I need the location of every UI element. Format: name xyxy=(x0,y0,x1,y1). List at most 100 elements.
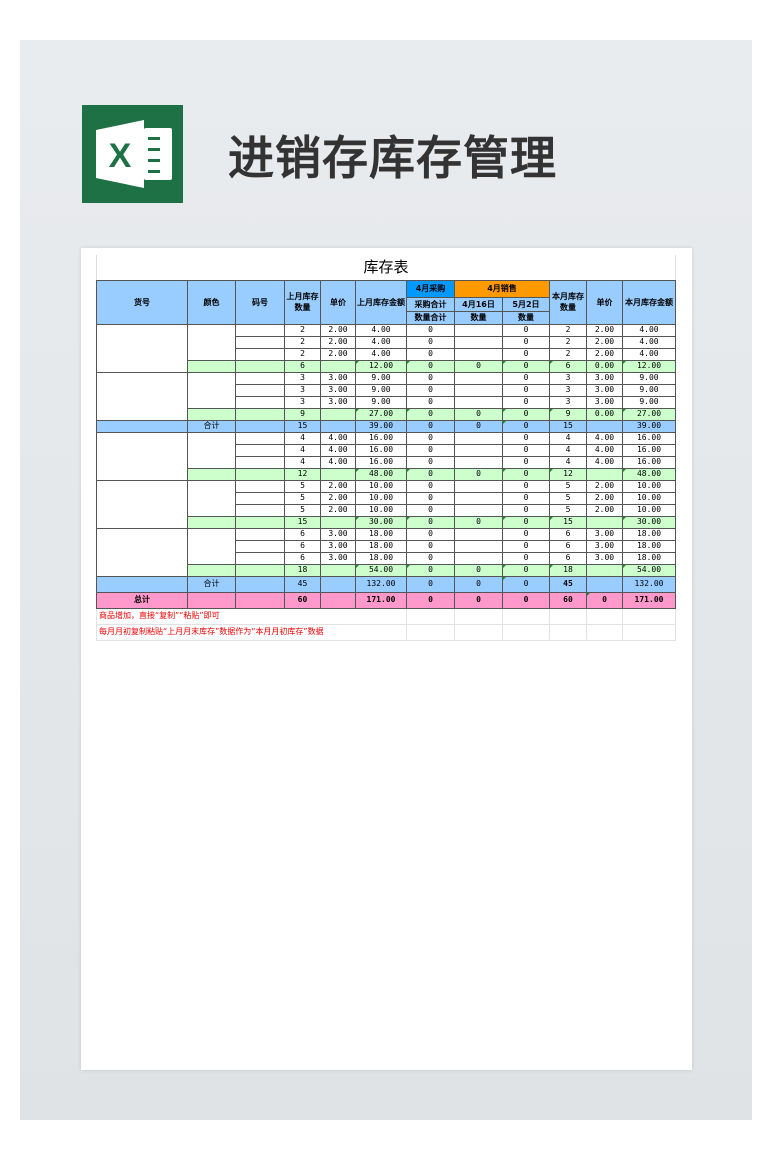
cell[interactable] xyxy=(586,623,623,641)
cell[interactable]: 0 xyxy=(454,407,503,421)
cell[interactable]: 9.00 xyxy=(622,371,676,385)
cell[interactable]: 16.00 xyxy=(622,455,676,469)
cell[interactable]: 27.00 xyxy=(355,407,407,421)
cell[interactable]: 2.00 xyxy=(586,503,623,517)
cell[interactable] xyxy=(454,607,503,625)
cell[interactable]: 0 xyxy=(502,431,550,445)
cell[interactable] xyxy=(320,563,356,577)
cell[interactable]: 0 xyxy=(502,419,550,433)
cell[interactable]: 0 xyxy=(454,359,503,373)
header-price[interactable]: 单价 xyxy=(320,279,356,325)
cell[interactable]: 0.00 xyxy=(586,359,623,373)
cell[interactable]: 4.00 xyxy=(355,347,407,361)
cell[interactable] xyxy=(454,527,503,541)
cell[interactable]: 4.00 xyxy=(586,443,623,457)
cell[interactable]: 6 xyxy=(549,551,587,565)
cell[interactable]: 0 xyxy=(406,455,455,469)
cell[interactable]: 2.00 xyxy=(586,323,623,337)
cell[interactable]: 60 xyxy=(284,591,321,609)
cell[interactable]: 16.00 xyxy=(355,443,407,457)
cell[interactable]: 3 xyxy=(284,395,321,409)
cell[interactable]: 4.00 xyxy=(320,443,356,457)
cell[interactable]: 0 xyxy=(502,539,550,553)
item-cell[interactable] xyxy=(96,371,188,421)
color-cell[interactable] xyxy=(187,359,236,373)
cell[interactable] xyxy=(622,623,676,641)
cell[interactable]: 18.00 xyxy=(355,551,407,565)
cell[interactable] xyxy=(454,443,503,457)
code-cell[interactable] xyxy=(235,467,285,481)
cell[interactable] xyxy=(622,607,676,625)
note-text[interactable]: 每月月初复制粘贴“上月月末库存”数据作为“本月月初库存”数据 xyxy=(96,623,407,641)
cell[interactable]: 0 xyxy=(406,443,455,457)
cell[interactable]: 0 xyxy=(502,383,550,397)
cell[interactable]: 30.00 xyxy=(622,515,676,529)
cell[interactable]: 60 xyxy=(549,591,587,609)
color-cell[interactable] xyxy=(187,371,236,409)
code-cell[interactable] xyxy=(235,563,285,577)
cell[interactable]: 9 xyxy=(284,407,321,421)
cell[interactable] xyxy=(320,575,356,593)
cell[interactable]: 0 xyxy=(454,575,503,593)
cell[interactable]: 5 xyxy=(549,503,587,517)
cell[interactable]: 0 xyxy=(406,539,455,553)
color-cell[interactable] xyxy=(187,407,236,421)
cell[interactable]: 0 xyxy=(454,591,503,609)
cell[interactable]: 0 xyxy=(502,467,550,481)
cell[interactable] xyxy=(454,623,503,641)
cell[interactable]: 0 xyxy=(586,591,623,609)
cell[interactable] xyxy=(454,347,503,361)
color-cell[interactable] xyxy=(187,323,236,361)
cell[interactable]: 6 xyxy=(284,359,321,373)
cell[interactable]: 10.00 xyxy=(355,491,407,505)
cell[interactable]: 0 xyxy=(406,527,455,541)
cell[interactable]: 0 xyxy=(502,443,550,457)
cell[interactable]: 0 xyxy=(406,347,455,361)
cell[interactable] xyxy=(549,623,587,641)
cell[interactable]: 3.00 xyxy=(586,395,623,409)
cell[interactable]: 2.00 xyxy=(586,335,623,349)
cell[interactable]: 12.00 xyxy=(355,359,407,373)
cell[interactable] xyxy=(586,419,623,433)
color-cell[interactable] xyxy=(187,431,236,469)
header-purchase-group[interactable]: 4月采购 xyxy=(406,279,455,298)
cell[interactable]: 10.00 xyxy=(622,479,676,493)
code-cell[interactable] xyxy=(235,395,285,409)
cell[interactable] xyxy=(586,575,623,593)
cell[interactable]: 4.00 xyxy=(622,335,676,349)
cell[interactable]: 16.00 xyxy=(355,431,407,445)
cell[interactable] xyxy=(586,467,623,481)
total-label[interactable]: 合计 xyxy=(187,419,236,433)
cell[interactable]: 6 xyxy=(549,539,587,553)
header-sales-group[interactable]: 4月销售 xyxy=(454,279,550,298)
cell[interactable]: 2.00 xyxy=(320,491,356,505)
cell[interactable]: 54.00 xyxy=(355,563,407,577)
cell[interactable]: 0 xyxy=(406,515,455,529)
cell[interactable] xyxy=(586,607,623,625)
cell[interactable]: 0 xyxy=(406,383,455,397)
code-cell[interactable] xyxy=(235,419,285,433)
cell[interactable]: 48.00 xyxy=(622,467,676,481)
cell[interactable]: 0.00 xyxy=(586,407,623,421)
cell[interactable]: 0 xyxy=(406,335,455,349)
header-color[interactable]: 颜色 xyxy=(187,279,236,325)
cell[interactable]: 3.00 xyxy=(320,551,356,565)
header-date1[interactable]: 4月16日 xyxy=(454,296,503,312)
color-cell[interactable] xyxy=(187,591,236,609)
cell[interactable]: 0 xyxy=(454,515,503,529)
cell[interactable] xyxy=(320,591,356,609)
cell[interactable]: 9.00 xyxy=(622,395,676,409)
cell[interactable]: 2.00 xyxy=(320,323,356,337)
cell[interactable]: 0 xyxy=(502,455,550,469)
cell[interactable]: 0 xyxy=(454,467,503,481)
cell[interactable] xyxy=(586,563,623,577)
header-cur-amount[interactable]: 本月库存金额 xyxy=(622,279,676,325)
cell[interactable]: 5 xyxy=(284,479,321,493)
header-cur-price[interactable]: 单价 xyxy=(586,279,623,325)
cell[interactable]: 48.00 xyxy=(355,467,407,481)
cell[interactable]: 4 xyxy=(284,431,321,445)
cell[interactable]: 27.00 xyxy=(622,407,676,421)
cell[interactable]: 10.00 xyxy=(355,479,407,493)
cell[interactable] xyxy=(502,623,550,641)
cell[interactable]: 3 xyxy=(549,371,587,385)
